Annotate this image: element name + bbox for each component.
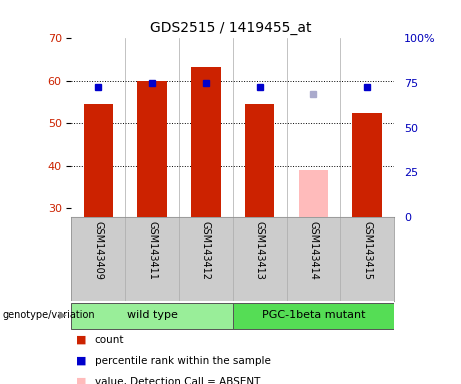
Bar — [245, 104, 274, 217]
Text: value, Detection Call = ABSENT: value, Detection Call = ABSENT — [95, 377, 260, 384]
Bar — [299, 170, 328, 217]
Bar — [71, 303, 233, 329]
Text: ▶: ▶ — [59, 310, 67, 320]
Bar — [353, 113, 382, 217]
Bar — [137, 81, 167, 217]
Text: ■: ■ — [76, 335, 87, 345]
Bar — [191, 67, 221, 217]
Text: GSM143412: GSM143412 — [201, 221, 211, 280]
Text: GSM143413: GSM143413 — [254, 221, 265, 280]
Text: GDS2515 / 1419455_at: GDS2515 / 1419455_at — [150, 21, 311, 35]
Text: percentile rank within the sample: percentile rank within the sample — [95, 356, 271, 366]
Text: ■: ■ — [76, 377, 87, 384]
Text: GSM143414: GSM143414 — [308, 221, 319, 280]
Bar — [83, 104, 113, 217]
Text: GSM143409: GSM143409 — [93, 221, 103, 280]
Text: GSM143411: GSM143411 — [147, 221, 157, 280]
Text: count: count — [95, 335, 124, 345]
Text: ■: ■ — [76, 356, 87, 366]
Text: wild type: wild type — [127, 310, 177, 320]
Text: PGC-1beta mutant: PGC-1beta mutant — [262, 310, 365, 320]
Bar — [233, 303, 394, 329]
Text: genotype/variation: genotype/variation — [2, 310, 95, 320]
Text: GSM143415: GSM143415 — [362, 221, 372, 280]
